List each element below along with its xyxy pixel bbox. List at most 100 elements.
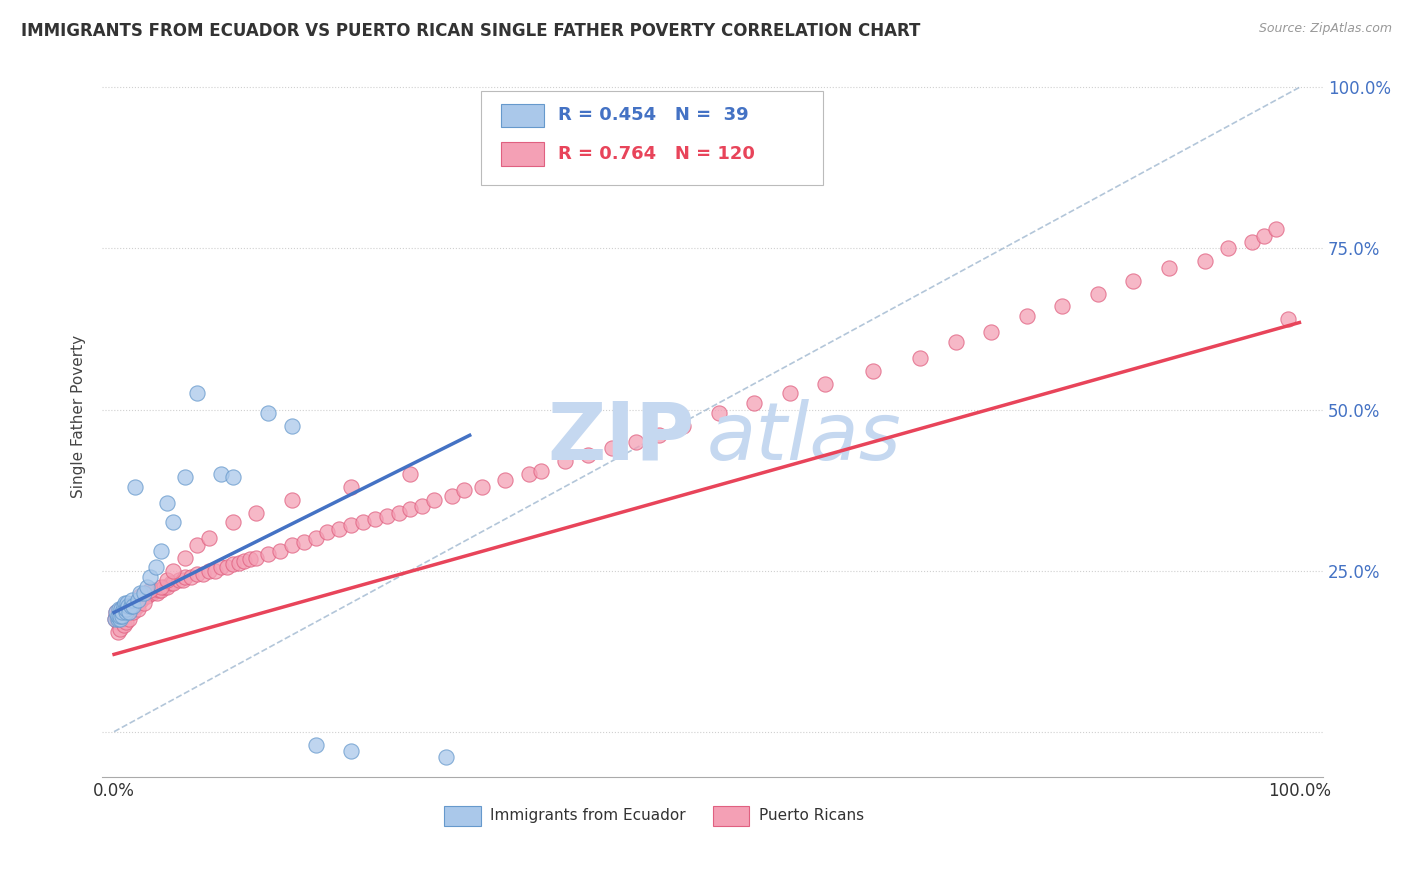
Point: [399, 502, 422, 516]
Point: [124, 596, 146, 610]
Point: [648, 428, 671, 442]
Point: [105, 608, 128, 623]
Point: [375, 508, 398, 523]
Point: [108, 608, 131, 623]
Point: [174, 570, 197, 584]
Point: [162, 576, 184, 591]
Point: [104, 612, 127, 626]
Point: [304, 738, 326, 752]
Point: [117, 602, 139, 616]
Point: [470, 480, 492, 494]
Point: [198, 564, 221, 578]
FancyBboxPatch shape: [502, 104, 544, 128]
Point: [129, 586, 152, 600]
Point: [862, 364, 884, 378]
Point: [150, 544, 173, 558]
Point: [233, 554, 256, 568]
Point: [167, 574, 190, 588]
Text: Source: ZipAtlas.com: Source: ZipAtlas.com: [1258, 22, 1392, 36]
Point: [945, 334, 967, 349]
Point: [742, 396, 765, 410]
Point: [108, 612, 131, 626]
Point: [174, 550, 197, 565]
Point: [411, 499, 433, 513]
Point: [150, 582, 173, 597]
Point: [115, 615, 138, 629]
Point: [221, 470, 243, 484]
Point: [1194, 254, 1216, 268]
Point: [174, 470, 197, 484]
Point: [1218, 242, 1240, 256]
Point: [624, 434, 647, 449]
Point: [172, 574, 194, 588]
Point: [112, 608, 135, 623]
Point: [1157, 260, 1180, 275]
Point: [162, 564, 184, 578]
Point: [1087, 286, 1109, 301]
Point: [494, 474, 516, 488]
Point: [553, 454, 575, 468]
Point: [108, 608, 131, 623]
Point: [135, 586, 157, 600]
Point: [117, 599, 139, 613]
Text: Immigrants from Ecuador: Immigrants from Ecuador: [491, 808, 686, 823]
Point: [530, 464, 553, 478]
Point: [434, 750, 457, 764]
Point: [340, 518, 363, 533]
Point: [672, 418, 695, 433]
Point: [162, 516, 184, 530]
Point: [108, 606, 131, 620]
Point: [122, 606, 145, 620]
Point: [1240, 235, 1263, 249]
Point: [115, 606, 138, 620]
Point: [110, 602, 132, 616]
Point: [707, 406, 730, 420]
Point: [209, 467, 232, 481]
Point: [138, 570, 160, 584]
Point: [600, 441, 623, 455]
Point: [150, 580, 173, 594]
Point: [121, 592, 143, 607]
Point: [122, 599, 145, 613]
Point: [114, 596, 136, 610]
Point: [138, 582, 160, 597]
Point: [111, 612, 134, 626]
Point: [121, 602, 143, 616]
Point: [1015, 309, 1038, 323]
FancyBboxPatch shape: [713, 805, 749, 826]
Point: [215, 560, 238, 574]
Point: [160, 576, 183, 591]
Point: [115, 602, 138, 616]
Point: [138, 586, 160, 600]
Point: [156, 580, 179, 594]
Point: [141, 586, 163, 600]
Point: [814, 376, 837, 391]
Point: [440, 490, 463, 504]
Point: [186, 566, 208, 581]
Point: [111, 606, 134, 620]
Point: [221, 516, 243, 530]
Point: [399, 467, 422, 481]
Point: [340, 744, 363, 758]
Point: [118, 606, 141, 620]
Point: [105, 606, 128, 620]
Point: [118, 612, 141, 626]
Point: [107, 608, 129, 623]
Point: [257, 548, 280, 562]
Point: [104, 612, 127, 626]
Point: [136, 590, 159, 604]
Point: [115, 606, 138, 620]
Text: R = 0.454   N =  39: R = 0.454 N = 39: [558, 106, 748, 124]
Point: [108, 602, 131, 616]
Point: [112, 599, 135, 613]
Point: [145, 586, 167, 600]
Point: [108, 612, 131, 626]
Point: [292, 534, 315, 549]
Point: [1264, 222, 1286, 236]
Y-axis label: Single Father Poverty: Single Father Poverty: [72, 334, 86, 498]
Point: [125, 599, 148, 613]
Point: [115, 596, 138, 610]
Point: [180, 570, 202, 584]
Point: [107, 615, 129, 629]
Point: [209, 560, 232, 574]
